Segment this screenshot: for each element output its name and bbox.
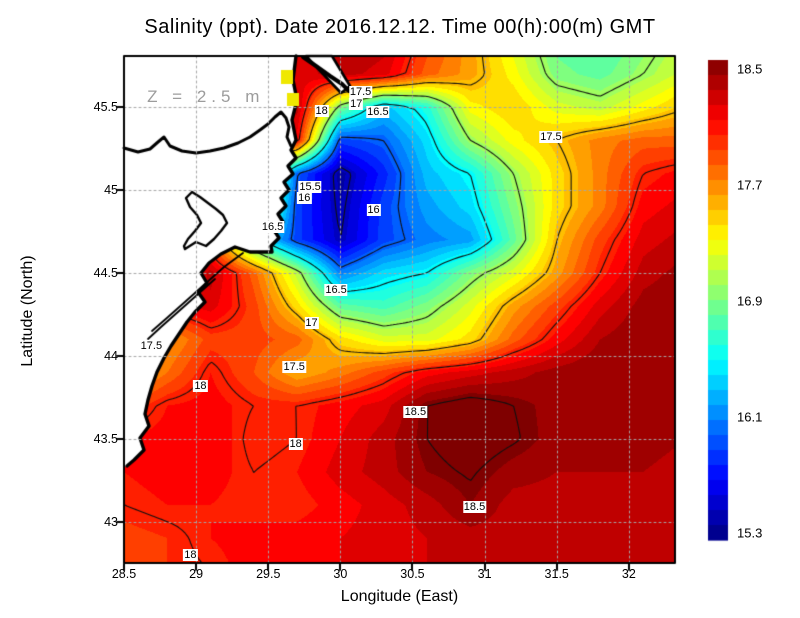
contour-label: 16.5 bbox=[366, 106, 390, 119]
colorbar-tick-label: 18.5 bbox=[737, 61, 763, 77]
y-axis-label: Latitude (North) bbox=[19, 255, 36, 367]
colorbar-tick-label: 17.7 bbox=[737, 177, 763, 193]
x-tick-label: 29 bbox=[189, 567, 204, 581]
contour-label: 18.5 bbox=[403, 406, 428, 419]
x-tick-label: 29.5 bbox=[256, 567, 281, 581]
y-tick-label: 44 bbox=[104, 348, 118, 363]
contour-label: 17.5 bbox=[282, 361, 306, 374]
colorbar-tick-label: 15.3 bbox=[737, 525, 763, 541]
x-tick-label: 30 bbox=[333, 567, 348, 581]
x-tick-label: 32 bbox=[621, 567, 636, 581]
contour-label: 18 bbox=[288, 437, 303, 450]
contour-label: 15.5 bbox=[298, 180, 322, 193]
y-tick-label: 45.5 bbox=[93, 100, 118, 115]
contour-label: 16.5 bbox=[260, 220, 285, 233]
y-tick-label: 44.5 bbox=[93, 266, 118, 281]
contour-label: 17 bbox=[304, 316, 319, 329]
x-tick-label: 31 bbox=[477, 567, 492, 581]
x-tick-label: 28.5 bbox=[111, 567, 137, 581]
y-tick-label: 43 bbox=[104, 514, 118, 529]
contour-label: 17.5 bbox=[539, 131, 563, 144]
colorbar-tick-label: 16.1 bbox=[737, 409, 763, 425]
contour-label: 16 bbox=[366, 204, 381, 217]
contour-label: 16.5 bbox=[324, 283, 348, 296]
y-tick-label: 45 bbox=[104, 183, 118, 198]
x-axis-label: Longitude (East) bbox=[340, 588, 459, 605]
contour-label: 18 bbox=[193, 379, 208, 392]
contour-label: 16 bbox=[297, 192, 312, 205]
contour-label: 18 bbox=[314, 104, 329, 117]
contour-label: 18 bbox=[183, 548, 198, 561]
chart-title: Salinity (ppt). Date 2016.12.12. Time 00… bbox=[144, 16, 656, 38]
contour-label: 17.5 bbox=[139, 339, 164, 352]
contour-label: 17.5 bbox=[348, 86, 373, 99]
contour-label: 18.5 bbox=[462, 500, 487, 513]
y-tick-label: 43.5 bbox=[93, 431, 118, 446]
x-tick-label: 31.5 bbox=[544, 567, 569, 581]
x-tick-label: 30.5 bbox=[400, 567, 425, 581]
colorbar-tick-label: 16.9 bbox=[737, 293, 763, 309]
contour-label: 17 bbox=[349, 98, 364, 111]
depth-annotation: Z = 2.5 m bbox=[147, 87, 265, 107]
